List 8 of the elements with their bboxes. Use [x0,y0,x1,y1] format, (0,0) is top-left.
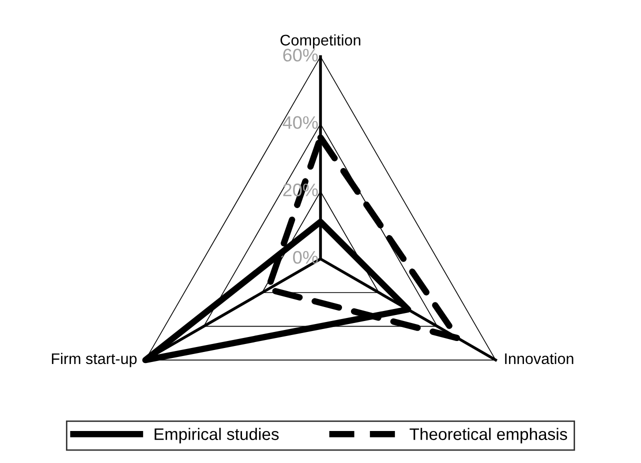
y-tick-label: 60% [283,48,318,62]
spoke-label: Competition [280,34,360,49]
y-tick-label: 40% [282,116,318,129]
spoke-label: Firm start-up [52,352,137,368]
spoke-label: Innovation [505,352,574,364]
legend-label: Theoretical emphasis [410,428,568,444]
y-tick-label: 0% [293,250,318,264]
legend-label: Empirical studies [154,428,279,444]
